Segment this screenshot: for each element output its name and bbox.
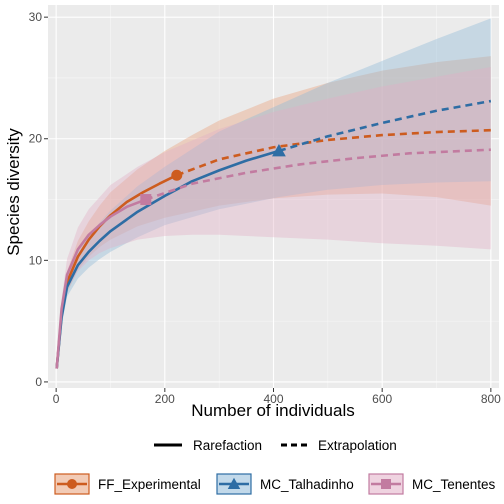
y-axis-title: Species diversity xyxy=(4,128,23,256)
x-axis-title: Number of individuals xyxy=(191,401,354,420)
legend-key-marker xyxy=(381,479,391,489)
observed-point-MC_Tenentes xyxy=(140,194,152,206)
legend-entry-FF_Experimental: FF_Experimental xyxy=(54,473,201,495)
series-legend: FF_Experimental MC_Talhadinho MC_Tenentes xyxy=(54,473,496,495)
x-tick-label: 200 xyxy=(155,392,175,406)
series-lines xyxy=(55,99,492,369)
confidence-ribbon-MC_Talhadinho xyxy=(56,18,491,369)
confidence-ribbon-MC_Tenentes xyxy=(56,67,491,369)
rarefaction-line-MC_Tenentes xyxy=(55,198,147,369)
observed-point-FF_Experimental xyxy=(171,169,183,181)
legend-key-marker xyxy=(67,479,77,489)
extrapolation-line-MC_Tenentes xyxy=(145,148,491,201)
x-axis-ticks: 0 200 400 600 800 xyxy=(53,388,501,406)
y-tick-label: 0 xyxy=(35,375,42,389)
observed-point-MC_Talhadinho xyxy=(272,144,286,157)
grid xyxy=(48,5,499,388)
extrapolation-legend-label: Extrapolation xyxy=(318,438,397,453)
legend-label: FF_Experimental xyxy=(98,477,201,492)
extrapolation-line-MC_Talhadinho xyxy=(278,99,492,153)
legend-key-marker xyxy=(227,477,241,489)
y-tick-label: 20 xyxy=(29,132,43,146)
legend-entry-MC_Tenentes: MC_Tenentes xyxy=(368,473,496,495)
rarefaction-line-MC_Talhadinho xyxy=(55,149,280,369)
y-axis-ticks: 0 10 20 30 xyxy=(29,10,48,389)
legend-label: MC_Talhadinho xyxy=(260,477,354,492)
legend-entry-MC_Talhadinho: MC_Talhadinho xyxy=(216,473,354,495)
y-tick-label: 10 xyxy=(29,253,43,267)
x-tick-label: 600 xyxy=(372,392,392,406)
x-tick-label: 400 xyxy=(263,392,283,406)
x-tick-label: 800 xyxy=(481,392,501,406)
rarefaction-legend-label: Rarefaction xyxy=(193,438,262,453)
y-tick-label: 30 xyxy=(29,10,43,24)
extrapolation-line-FF_Experimental xyxy=(176,128,491,177)
observed-markers xyxy=(140,144,286,206)
legend-label: MC_Tenentes xyxy=(412,477,496,492)
method-legend: Rarefaction Extrapolation xyxy=(154,438,397,453)
x-tick-label: 0 xyxy=(53,392,60,406)
